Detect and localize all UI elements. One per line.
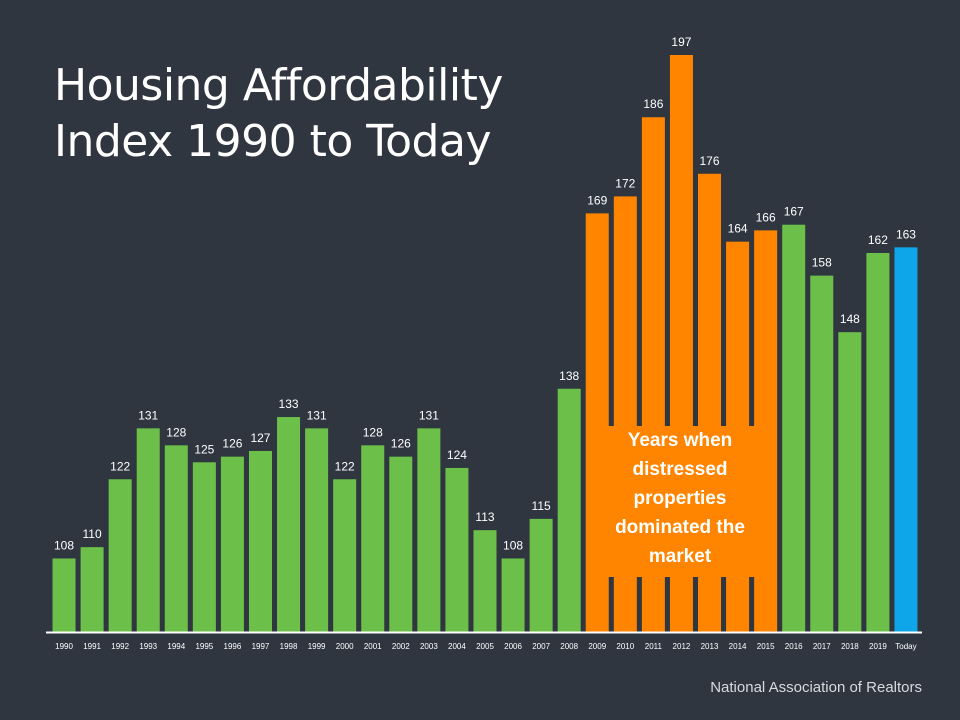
- bar-1994: [164, 445, 188, 632]
- x-tick-label-2004: 2004: [448, 642, 466, 651]
- chart-title-line-1: Housing Affordability: [54, 60, 503, 111]
- data-label-1990: 108: [54, 538, 74, 552]
- x-tick-label-2017: 2017: [813, 642, 831, 651]
- annotation-line-1: Years when: [627, 430, 733, 451]
- distressed-years-annotation: Years when distressed properties dominat…: [596, 426, 764, 577]
- bar-1993: [136, 428, 160, 632]
- annotation-line-4: dominated the: [615, 517, 745, 538]
- x-tick-label-2018: 2018: [841, 642, 859, 651]
- data-label-1998: 133: [279, 397, 299, 411]
- data-label-1991: 110: [83, 527, 102, 541]
- x-tick-label-2001: 2001: [364, 642, 382, 651]
- x-tick-label-1994: 1994: [167, 642, 185, 651]
- x-tick-label-2002: 2002: [392, 642, 410, 651]
- bar-2001: [361, 445, 385, 632]
- data-label-2012: 197: [671, 35, 691, 49]
- data-label-2007: 115: [532, 499, 551, 513]
- chart-title: Housing Affordability Index 1990 to Toda…: [54, 58, 503, 170]
- data-label-2005: 113: [475, 510, 494, 524]
- data-label-1997: 127: [250, 431, 270, 445]
- bar-2016: [782, 224, 806, 632]
- data-label-1999: 131: [307, 408, 327, 422]
- x-tick-label-1992: 1992: [111, 642, 129, 651]
- bar-1992: [108, 479, 132, 632]
- x-tick-label-2006: 2006: [504, 642, 522, 651]
- data-label-2000: 122: [335, 459, 355, 473]
- data-label-today: 163: [896, 227, 916, 241]
- x-tick-label-2013: 2013: [701, 642, 719, 651]
- annotation-line-5: market: [648, 546, 712, 567]
- data-label-2002: 126: [391, 437, 411, 451]
- data-label-2015: 166: [756, 210, 776, 224]
- bar-2002: [389, 456, 413, 632]
- data-label-2019: 162: [868, 233, 888, 247]
- x-tick-label-2007: 2007: [532, 642, 550, 651]
- x-tick-label-2009: 2009: [588, 642, 606, 651]
- data-label-2004: 124: [447, 448, 467, 462]
- bar-2000: [333, 479, 357, 632]
- x-tick-label-2003: 2003: [420, 642, 438, 651]
- x-tick-label-2015: 2015: [757, 642, 775, 651]
- bar-2004: [445, 467, 469, 632]
- data-label-2001: 128: [363, 425, 383, 439]
- data-label-2017: 158: [812, 256, 832, 270]
- bar-2017: [810, 275, 834, 632]
- data-label-1996: 126: [222, 437, 242, 451]
- bar-1991: [80, 547, 104, 632]
- bar-2007: [529, 518, 553, 632]
- bar-1998: [277, 417, 301, 632]
- data-label-2018: 148: [840, 312, 860, 326]
- x-tick-label-1997: 1997: [252, 642, 270, 651]
- x-tick-label-2008: 2008: [560, 642, 578, 651]
- x-tick-label-1991: 1991: [83, 642, 101, 651]
- data-label-2003: 131: [419, 408, 439, 422]
- bar-1996: [220, 456, 244, 632]
- x-tick-label-2014: 2014: [729, 642, 747, 651]
- data-label-2008: 138: [559, 369, 579, 383]
- data-label-2016: 167: [784, 205, 804, 219]
- x-tick-label-1993: 1993: [139, 642, 157, 651]
- bar-1990: [52, 558, 76, 632]
- data-label-2014: 164: [728, 222, 748, 236]
- data-label-1995: 125: [194, 442, 214, 456]
- x-tick-label-1996: 1996: [224, 642, 242, 651]
- x-tick-label-1990: 1990: [55, 642, 73, 651]
- x-tick-label-today: Today: [895, 642, 916, 651]
- x-tick-label-1999: 1999: [308, 642, 326, 651]
- data-label-2013: 176: [700, 154, 720, 168]
- bar-1997: [248, 450, 272, 632]
- x-tick-label-2011: 2011: [645, 642, 663, 651]
- source-credit: National Association of Realtors: [710, 679, 922, 696]
- x-tick-label-2000: 2000: [336, 642, 354, 651]
- bar-2018: [838, 332, 862, 632]
- bar-2008: [557, 388, 581, 632]
- bar-2003: [417, 428, 441, 632]
- annotation-line-2: distressed: [632, 459, 728, 480]
- x-tick-label-1995: 1995: [195, 642, 213, 651]
- x-tick-label-2005: 2005: [476, 642, 494, 651]
- bar-2006: [501, 558, 525, 632]
- data-label-2006: 108: [503, 538, 523, 552]
- data-label-2009: 169: [587, 193, 607, 207]
- data-label-1993: 131: [138, 408, 158, 422]
- bar-today: [894, 247, 918, 632]
- chart-title-line-2: Index 1990 to Today: [54, 116, 491, 167]
- x-tick-label-1998: 1998: [280, 642, 298, 651]
- x-tick-label-2010: 2010: [616, 642, 634, 651]
- bar-2005: [473, 530, 497, 632]
- data-label-1994: 128: [166, 425, 186, 439]
- x-tick-label-2019: 2019: [869, 642, 887, 651]
- annotation-line-3: properties: [633, 488, 727, 509]
- data-label-2010: 172: [615, 176, 635, 190]
- bar-1999: [305, 428, 329, 632]
- x-tick-label-2016: 2016: [785, 642, 803, 651]
- bar-2019: [866, 252, 890, 633]
- data-label-1992: 122: [110, 459, 130, 473]
- bar-1995: [192, 462, 216, 632]
- data-label-2011: 186: [643, 97, 663, 111]
- x-tick-label-2012: 2012: [673, 642, 691, 651]
